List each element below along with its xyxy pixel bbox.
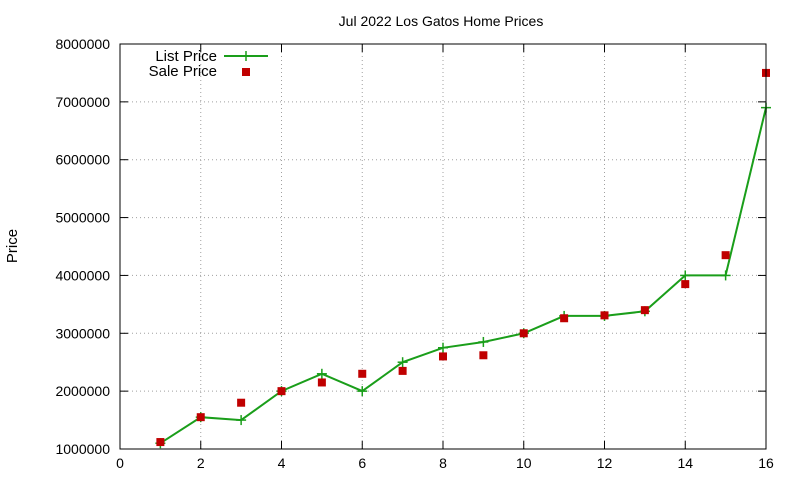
x-tick-label: 8 [439, 455, 447, 471]
list-price-line [159, 107, 767, 445]
x-tick-label: 2 [197, 455, 205, 471]
list-price-point [720, 270, 731, 281]
sale-price-point [600, 311, 609, 320]
sale-price-point [439, 352, 447, 361]
legend-label-list-price: List Price [155, 48, 217, 65]
sale-price-point [358, 369, 367, 378]
legend-marker-list-price [241, 51, 251, 61]
list-price-point [438, 342, 448, 353]
y-tick-label: 7000000 [55, 94, 110, 110]
list-price-point [680, 270, 691, 281]
sale-price-point [681, 280, 690, 289]
list-price-point [316, 368, 327, 379]
y-tick-label: 8000000 [55, 36, 110, 52]
sale-price-point [196, 413, 205, 422]
sale-price-point [721, 251, 730, 260]
legend-label-sale-price: Sale Price [149, 63, 217, 80]
x-tick-label: 12 [597, 455, 613, 471]
y-tick-label: 2000000 [55, 383, 110, 399]
x-tick-label: 4 [278, 455, 286, 471]
x-tick-label: 10 [516, 455, 532, 471]
list-price-point [357, 386, 368, 397]
list-price-point [236, 415, 247, 426]
sale-price-point [237, 398, 246, 407]
list-price-point [478, 336, 489, 347]
plot-frame [119, 43, 767, 450]
y-tick-label: 6000000 [55, 152, 110, 168]
legend-marker-sale-price [242, 68, 250, 76]
x-tick-label: 0 [116, 455, 124, 471]
x-tick-label: 16 [758, 455, 774, 471]
grid-lines [120, 44, 766, 449]
sale-price-point [640, 306, 649, 315]
y-tick-label: 5000000 [55, 210, 110, 226]
chart-title: Jul 2022 Los Gatos Home Prices [339, 13, 544, 29]
sale-price-point [560, 314, 569, 323]
sale-price-point [519, 329, 528, 338]
axis-ticks: 1000000 2000000 3000000 4000000 5000000 60000… [55, 36, 774, 471]
sale-price-point [277, 387, 286, 396]
y-tick-label: 4000000 [55, 267, 110, 283]
y-axis-label: Price [4, 229, 21, 263]
series-layer [155, 68, 771, 449]
sale-price-point [479, 351, 488, 360]
sale-price-point [156, 438, 165, 447]
y-tick-label: 1000000 [55, 441, 110, 457]
y-tick-label: 3000000 [55, 325, 110, 341]
sale-price-point [398, 366, 407, 375]
list-price-point [397, 357, 408, 368]
x-tick-label: 6 [358, 455, 366, 471]
x-tick-label: 14 [677, 455, 693, 471]
sale-price-point [317, 378, 326, 387]
